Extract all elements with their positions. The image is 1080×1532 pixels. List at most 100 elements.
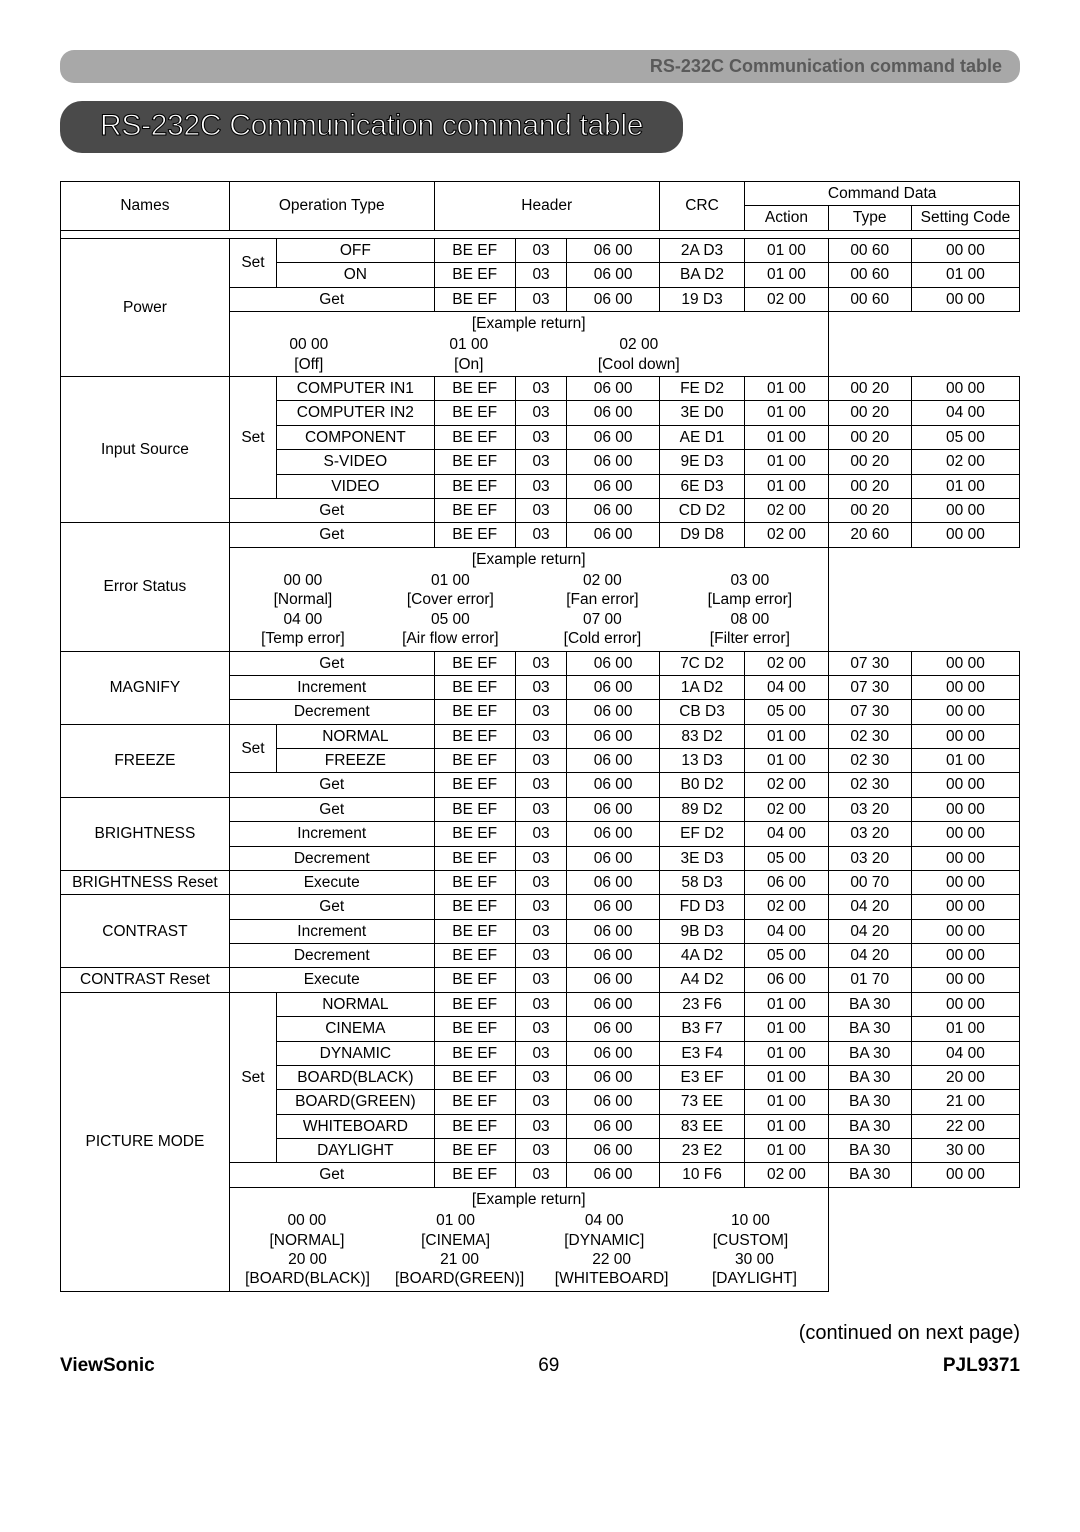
- setting-code-cell: 00 00: [911, 919, 1019, 943]
- name-cell: Power: [61, 238, 230, 376]
- table-row: CONTRASTGetBE EF0306 00FD D302 0004 2000…: [61, 895, 1020, 919]
- name-cell: CONTRAST Reset: [61, 968, 230, 992]
- operation-cell: Execute: [229, 968, 434, 992]
- table-row: BRIGHTNESS ResetExecuteBE EF0306 0058 D3…: [61, 870, 1020, 894]
- action-cell: 05 00: [745, 944, 828, 968]
- type-cell: 03 20: [828, 822, 911, 846]
- crc-cell: CD D2: [659, 498, 745, 522]
- crc-cell: 1A D2: [659, 675, 745, 699]
- operation-cell: NORMAL: [277, 992, 435, 1016]
- action-cell: 02 00: [745, 498, 828, 522]
- header3-cell: 06 00: [567, 1041, 659, 1065]
- type-cell: 00 20: [828, 401, 911, 425]
- header2-cell: 03: [515, 870, 567, 894]
- header2-cell: 03: [515, 700, 567, 724]
- header1-cell: BE EF: [434, 797, 515, 821]
- type-cell: BA 30: [828, 1114, 911, 1138]
- setting-code-cell: 30 00: [911, 1139, 1019, 1163]
- setting-code-cell: 20 00: [911, 1065, 1019, 1089]
- header1-cell: BE EF: [434, 1065, 515, 1089]
- type-cell: 07 30: [828, 651, 911, 675]
- crc-cell: B3 F7: [659, 1017, 745, 1041]
- crc-cell: E3 EF: [659, 1065, 745, 1089]
- operation-cell: DAYLIGHT: [277, 1139, 435, 1163]
- type-cell: 03 20: [828, 846, 911, 870]
- operation-cell: Decrement: [229, 846, 434, 870]
- example-return-cell: [Example return]00 00[NORMAL]01 00[CINEM…: [229, 1187, 828, 1291]
- table-row: FREEZESetNORMALBE EF0306 0083 D201 0002 …: [61, 724, 1020, 748]
- type-cell: 03 20: [828, 797, 911, 821]
- type-cell: 01 70: [828, 968, 911, 992]
- type-cell: BA 30: [828, 1041, 911, 1065]
- name-cell: BRIGHTNESS Reset: [61, 870, 230, 894]
- header2-cell: 03: [515, 474, 567, 498]
- action-cell: 02 00: [745, 1163, 828, 1187]
- header2-cell: 03: [515, 968, 567, 992]
- crc-cell: 89 D2: [659, 797, 745, 821]
- header2-cell: 03: [515, 846, 567, 870]
- header1-cell: BE EF: [434, 919, 515, 943]
- header3-cell: 06 00: [567, 797, 659, 821]
- setting-code-cell: 04 00: [911, 401, 1019, 425]
- header2-cell: 03: [515, 651, 567, 675]
- table-row: PICTURE MODESetNORMALBE EF0306 0023 F601…: [61, 992, 1020, 1016]
- crc-cell: B0 D2: [659, 773, 745, 797]
- operation-cell: Increment: [229, 675, 434, 699]
- page-title: RS-232C Communication command table: [100, 109, 643, 142]
- header3-cell: 06 00: [567, 822, 659, 846]
- setting-code-cell: 21 00: [911, 1090, 1019, 1114]
- action-cell: 01 00: [745, 1041, 828, 1065]
- setting-code-cell: 00 00: [911, 992, 1019, 1016]
- col-command-data: Command Data: [745, 182, 1020, 206]
- action-cell: 01 00: [745, 749, 828, 773]
- header3-cell: 06 00: [567, 474, 659, 498]
- crc-cell: E3 F4: [659, 1041, 745, 1065]
- action-cell: 02 00: [745, 523, 828, 547]
- crc-cell: 6E D3: [659, 474, 745, 498]
- table-row: PowerSetOFFBE EF0306 002A D301 0000 6000…: [61, 238, 1020, 262]
- action-cell: 04 00: [745, 675, 828, 699]
- setting-code-cell: 00 00: [911, 968, 1019, 992]
- header3-cell: 06 00: [567, 238, 659, 262]
- setting-code-cell: 00 00: [911, 773, 1019, 797]
- header1-cell: BE EF: [434, 724, 515, 748]
- setting-code-cell: 01 00: [911, 749, 1019, 773]
- col-setting-code: Setting Code: [911, 206, 1019, 230]
- header3-cell: 06 00: [567, 992, 659, 1016]
- crc-cell: 23 E2: [659, 1139, 745, 1163]
- header1-cell: BE EF: [434, 870, 515, 894]
- col-action: Action: [745, 206, 828, 230]
- header1-cell: BE EF: [434, 651, 515, 675]
- header2-cell: 03: [515, 797, 567, 821]
- header2-cell: 03: [515, 1090, 567, 1114]
- crc-cell: 2A D3: [659, 238, 745, 262]
- operation-cell: ON: [277, 263, 435, 287]
- header2-cell: 03: [515, 498, 567, 522]
- table-row: [61, 230, 1020, 238]
- operation-cell: NORMAL: [277, 724, 435, 748]
- header2-cell: 03: [515, 1065, 567, 1089]
- header3-cell: 06 00: [567, 1065, 659, 1089]
- operation-cell: Decrement: [229, 944, 434, 968]
- crc-cell: 10 F6: [659, 1163, 745, 1187]
- table-row: MAGNIFYGetBE EF0306 007C D202 0007 3000 …: [61, 651, 1020, 675]
- header3-cell: 06 00: [567, 944, 659, 968]
- action-cell: 01 00: [745, 992, 828, 1016]
- header1-cell: BE EF: [434, 474, 515, 498]
- type-cell: 00 20: [828, 474, 911, 498]
- header1-cell: BE EF: [434, 895, 515, 919]
- operation-cell: Decrement: [229, 700, 434, 724]
- header2-cell: 03: [515, 1163, 567, 1187]
- operation-cell: COMPUTER IN1: [277, 377, 435, 401]
- crc-cell: BA D2: [659, 263, 745, 287]
- setting-code-cell: 00 00: [911, 377, 1019, 401]
- operation-cell: CINEMA: [277, 1017, 435, 1041]
- setting-code-cell: 00 00: [911, 523, 1019, 547]
- crc-cell: CB D3: [659, 700, 745, 724]
- operation-cell: DYNAMIC: [277, 1041, 435, 1065]
- header3-cell: 06 00: [567, 895, 659, 919]
- header2-cell: 03: [515, 450, 567, 474]
- header2-cell: 03: [515, 895, 567, 919]
- header2-cell: 03: [515, 238, 567, 262]
- operation-cell: Get: [229, 797, 434, 821]
